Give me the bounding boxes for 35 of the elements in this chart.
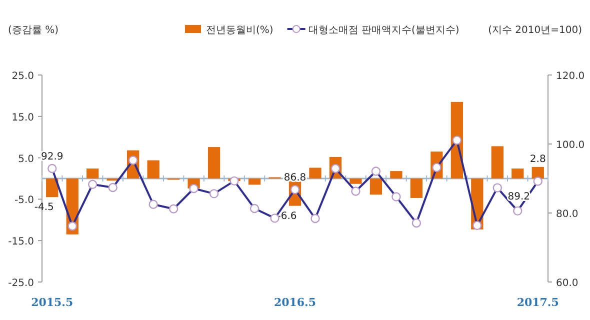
bar [410,178,423,198]
y2-axis-title: (지수 2010년=100) [488,25,582,36]
y-tick-label: 15.0 [12,112,34,124]
y2-tick-label: 80.0 [556,209,578,220]
bar [46,178,58,198]
data-label: -6.6 [277,210,297,222]
y-tick-label: -15.0 [8,236,34,248]
x-tick-label: 2016.5 [274,296,316,309]
data-label: 2.8 [530,154,546,165]
legend-label: 전년동월비(%) [206,25,274,36]
y2-tick-label: 120.0 [556,71,585,82]
bar [532,166,544,178]
bar [248,178,261,185]
legend-label: 대형소매점 판매액지수(불변지수) [308,25,460,36]
x-tick-label: 2015.5 [31,296,74,309]
y-tick-label: -25.0 [8,278,34,289]
bar [208,147,220,178]
bar [309,168,322,178]
x-tick-label: 2017.5 [516,296,559,309]
y-tick-label: -5.0 [14,195,34,206]
y-axis-title: (증감률 %) [8,25,59,36]
y2-tick-label: 60.0 [556,278,578,289]
bar [370,178,382,195]
y-tick-label: 25.0 [12,71,34,82]
bar [86,168,99,178]
bar [350,178,362,184]
bar [390,171,402,178]
bar [491,146,504,178]
bar [512,168,524,178]
data-label: -4.5 [34,202,54,214]
data-label: 92.9 [40,151,64,162]
y2-tick-label: 100.0 [556,140,585,151]
data-label: 86.8 [284,172,306,184]
bar [147,160,160,178]
y-tick-label: 5.0 [18,154,34,165]
